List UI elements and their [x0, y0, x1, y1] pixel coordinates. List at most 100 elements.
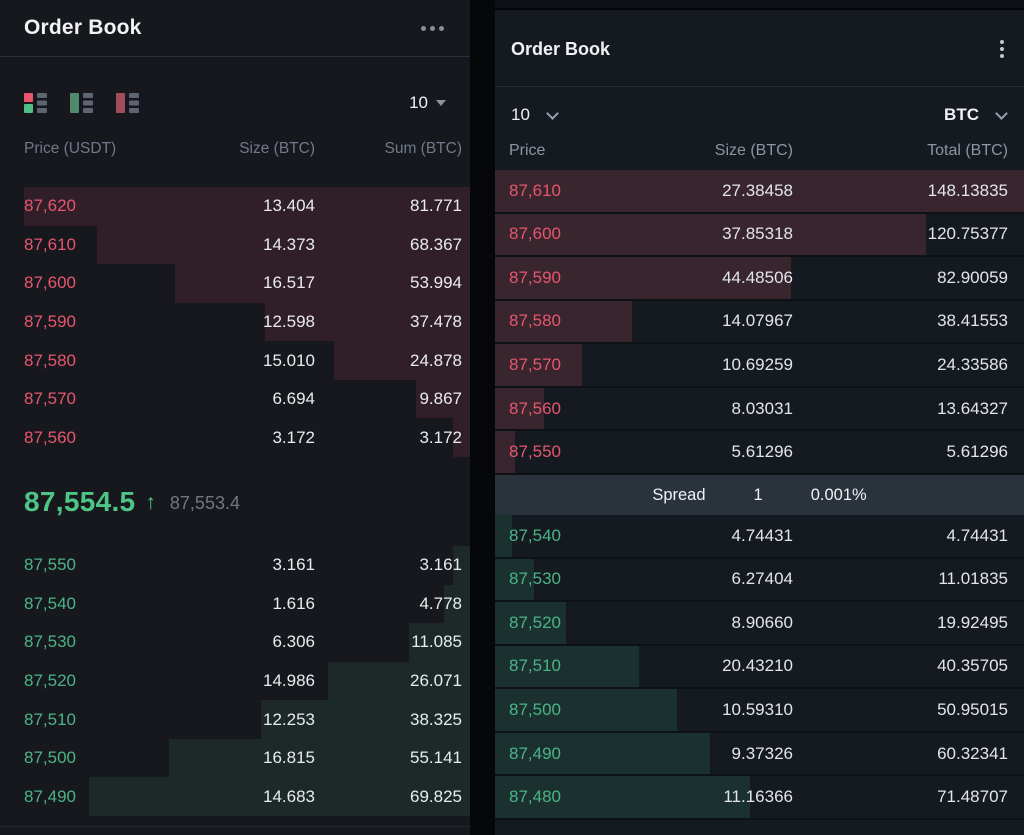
bid-row[interactable]: 87,530 6.306 11.085 — [0, 623, 470, 662]
depth-bar — [334, 341, 470, 380]
size-cell: 6.27404 — [731, 569, 793, 589]
right-panel-header: Order Book — [495, 12, 1024, 87]
col-size: Size (BTC) — [239, 140, 315, 157]
ask-row[interactable]: 87,610 14.373 68.367 — [0, 225, 470, 265]
price-cell: 87,580 — [509, 311, 561, 331]
size-cell: 13.404 — [263, 196, 315, 216]
asset-unit-select[interactable]: BTC — [944, 105, 1008, 125]
sum-cell: 38.41553 — [937, 311, 1008, 331]
bid-row[interactable]: 87,530 6.27404 11.01835 — [495, 558, 1024, 603]
ask-row[interactable]: 87,600 16.517 53.994 — [0, 264, 470, 303]
bid-row[interactable]: 87,500 16.815 55.141 — [0, 738, 470, 778]
depth-bar — [495, 602, 567, 644]
more-horizontal-icon[interactable] — [421, 25, 444, 31]
book-asks-only-icon[interactable] — [116, 93, 139, 113]
sum-cell: 81.771 — [410, 196, 462, 216]
price-cell: 87,530 — [509, 569, 561, 589]
depth-level-select[interactable]: 10 — [409, 93, 446, 113]
ask-row[interactable]: 87,570 6.694 9.867 — [0, 379, 470, 419]
depth-bar — [175, 264, 470, 303]
ask-row[interactable]: 87,600 37.85318 120.75377 — [495, 213, 1024, 258]
sum-cell: 9.867 — [419, 389, 462, 409]
ask-row[interactable]: 87,610 27.38458 148.13835 — [495, 170, 1024, 214]
more-vertical-icon[interactable] — [998, 38, 1006, 60]
bid-row[interactable]: 87,540 4.74431 4.74431 — [495, 515, 1024, 559]
size-cell: 16.517 — [263, 273, 315, 293]
bid-row[interactable]: 87,520 14.986 26.071 — [0, 661, 470, 701]
depth-bar — [495, 558, 535, 601]
price-cell: 87,570 — [24, 389, 76, 409]
right-panel-controls: 10 BTC — [495, 88, 1024, 142]
size-cell: 8.90660 — [731, 612, 793, 632]
ask-row[interactable]: 87,580 14.07967 38.41553 — [495, 300, 1024, 345]
price-cell: 87,520 — [509, 612, 561, 632]
depth-bar — [409, 623, 470, 662]
panel-title: Order Book — [24, 16, 142, 39]
depth-bar — [23, 187, 470, 226]
ask-row[interactable]: 87,550 5.61296 5.61296 — [495, 431, 1024, 475]
col-price: Price — [509, 142, 546, 159]
price-cell: 87,550 — [24, 555, 76, 575]
ask-row[interactable]: 87,560 3.172 3.172 — [0, 418, 470, 457]
ask-row[interactable]: 87,560 8.03031 13.64327 — [495, 387, 1024, 432]
sum-cell: 24.878 — [410, 350, 462, 370]
bid-row[interactable]: 87,490 9.37326 60.32341 — [495, 732, 1024, 777]
bid-row[interactable]: 87,480 11.16366 71.48707 — [495, 776, 1024, 820]
size-cell: 16.815 — [263, 748, 315, 768]
sum-cell: 148.13835 — [927, 180, 1008, 200]
right-bids-list: 87,540 4.74431 4.74431 87,530 6.27404 11.0183… — [495, 515, 1024, 820]
sum-cell: 37.478 — [410, 311, 462, 331]
ask-row[interactable]: 87,570 10.69259 24.33586 — [495, 344, 1024, 388]
depth-level-value: 10 — [511, 105, 530, 124]
depth-level-select[interactable]: 10 — [511, 105, 559, 125]
col-size: Size (BTC) — [714, 142, 793, 159]
depth-bar — [495, 344, 582, 386]
ask-row[interactable]: 87,590 44.48506 82.90059 — [495, 257, 1024, 301]
caret-down-icon — [436, 100, 446, 106]
bid-row[interactable]: 87,490 14.683 69.825 — [0, 777, 470, 816]
depth-bar — [265, 302, 470, 342]
depth-bar — [495, 257, 792, 299]
left-panel-bottom-border — [0, 826, 470, 827]
sum-cell: 69.825 — [410, 786, 462, 806]
left-panel-header: Order Book — [0, 0, 470, 57]
book-bids-only-icon[interactable] — [70, 93, 93, 113]
size-cell: 6.694 — [272, 389, 315, 409]
ask-row[interactable]: 87,580 15.010 24.878 — [0, 341, 470, 380]
size-cell: 5.61296 — [731, 442, 793, 462]
right-column-headers: Price Size (BTC) Total (BTC) — [495, 142, 1024, 160]
price-cell: 87,490 — [509, 743, 561, 763]
price-cell: 87,610 — [24, 234, 76, 254]
ask-row[interactable]: 87,590 12.598 37.478 — [0, 302, 470, 342]
sum-cell: 3.172 — [419, 427, 462, 447]
price-cell: 87,570 — [509, 355, 561, 375]
price-cell: 87,550 — [509, 442, 561, 462]
book-both-sides-icon[interactable] — [24, 93, 47, 113]
price-cell: 87,620 — [24, 196, 76, 216]
bid-row[interactable]: 87,520 8.90660 19.92495 — [495, 602, 1024, 646]
depth-level-value: 10 — [409, 93, 428, 112]
bid-row[interactable]: 87,510 12.253 38.325 — [0, 700, 470, 739]
size-cell: 11.16366 — [723, 787, 793, 807]
bid-row[interactable]: 87,500 10.59310 50.95015 — [495, 689, 1024, 733]
sum-cell: 71.48707 — [937, 787, 1008, 807]
bid-row[interactable]: 87,510 20.43210 40.35705 — [495, 645, 1024, 690]
last-price-bar[interactable]: 87,554.5 ↑ 87,553.4 — [0, 457, 470, 546]
depth-bar — [495, 387, 544, 430]
asset-unit-value: BTC — [944, 105, 979, 124]
depth-bar — [88, 777, 470, 816]
sum-cell: 11.01835 — [938, 569, 1008, 589]
size-cell: 44.48506 — [722, 267, 793, 287]
bid-row[interactable]: 87,550 3.161 3.161 — [0, 546, 470, 585]
spread-label: Spread — [652, 485, 706, 504]
depth-bar — [495, 689, 677, 731]
depth-bar — [96, 225, 470, 265]
sum-cell: 19.92495 — [937, 612, 1008, 632]
sum-cell: 50.95015 — [937, 700, 1008, 720]
bid-row[interactable]: 87,540 1.616 4.778 — [0, 584, 470, 624]
ask-row[interactable]: 87,620 13.404 81.771 — [0, 187, 470, 226]
depth-bar — [168, 738, 470, 778]
sum-cell: 120.75377 — [927, 224, 1008, 244]
sum-cell: 3.161 — [419, 555, 462, 575]
